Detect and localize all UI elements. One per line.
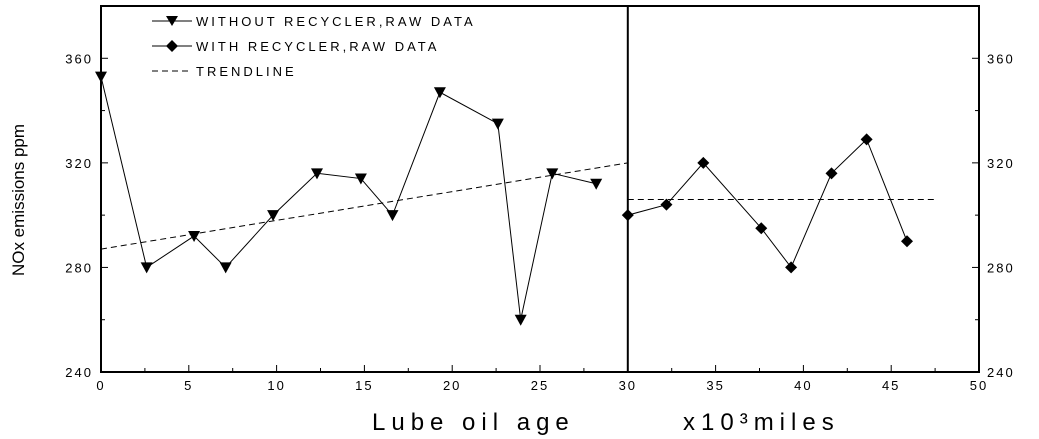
- data-point-diamond: [901, 235, 914, 248]
- trendline-segment: [100, 162, 628, 250]
- x-tick-label: 5: [184, 378, 193, 393]
- plot-frame: [100, 5, 980, 373]
- data-point-triangle-down: [95, 71, 107, 83]
- y-tick-label-right: 280: [987, 260, 1015, 275]
- x-tick-label: 50: [970, 378, 988, 393]
- trendline-group: [100, 162, 936, 250]
- x-axis-title-left: Lube oil age: [372, 409, 575, 436]
- data-point-diamond: [755, 222, 768, 235]
- data-point-triangle-down: [386, 210, 399, 222]
- x-tick-label: 20: [443, 378, 461, 393]
- y-tick-label-left: 360: [65, 51, 93, 66]
- y-tick-label-right: 360: [987, 51, 1015, 66]
- data-point-triangle-down: [354, 173, 367, 185]
- data-point-triangle-down: [188, 231, 201, 243]
- x-tick-label: 30: [619, 378, 637, 393]
- data-point-triangle-down: [433, 87, 446, 99]
- legend-marker-diamond: [166, 40, 178, 52]
- y-tick-label-left: 240: [65, 365, 93, 380]
- series-group: [95, 71, 914, 326]
- x-tick-label: 15: [355, 378, 373, 393]
- legend-label-with: WITH RECYCLER,RAW DATA: [196, 39, 439, 54]
- data-point-triangle-down: [514, 314, 527, 326]
- series-line-diamond: [627, 138, 908, 269]
- data-point-diamond: [660, 198, 673, 211]
- legend: WITHOUT RECYCLER,RAW DATA WITH RECYCLER,…: [152, 14, 476, 79]
- data-point-triangle-down: [267, 210, 280, 222]
- legend-marker-triangle-down: [166, 16, 178, 26]
- legend-label-without: WITHOUT RECYCLER,RAW DATA: [196, 14, 476, 29]
- x-tick-label: 0: [96, 378, 105, 393]
- y-tick-label-right: 240: [987, 365, 1015, 380]
- data-point-diamond: [860, 133, 873, 146]
- data-point-triangle-down: [140, 262, 153, 274]
- y-tick-label-right: 320: [987, 156, 1015, 171]
- data-point-triangle-down: [219, 262, 232, 274]
- legend-label-trend: TRENDLINE: [196, 64, 297, 79]
- y-tick-label-left: 280: [65, 260, 93, 275]
- data-point-diamond: [697, 156, 710, 169]
- data-point-diamond: [825, 167, 838, 180]
- y-axis-title: NOx emissions ppm: [9, 124, 28, 276]
- x-tick-label: 35: [706, 378, 724, 393]
- x-axis-title-right: x10³miles: [683, 409, 840, 436]
- y-tick-label-left: 320: [65, 156, 93, 171]
- data-point-triangle-down: [546, 168, 559, 180]
- axes-group: [100, 5, 980, 373]
- data-point-diamond: [785, 261, 798, 274]
- x-tick-label: 40: [794, 378, 812, 393]
- series-line-triangle-down: [100, 76, 597, 320]
- data-point-diamond: [621, 209, 634, 222]
- x-tick-label: 45: [882, 378, 900, 393]
- data-point-triangle-down: [491, 118, 504, 130]
- x-tick-label: 25: [531, 378, 549, 393]
- x-tick-label: 10: [267, 378, 285, 393]
- data-point-triangle-down: [310, 168, 323, 180]
- data-point-triangle-down: [590, 178, 603, 190]
